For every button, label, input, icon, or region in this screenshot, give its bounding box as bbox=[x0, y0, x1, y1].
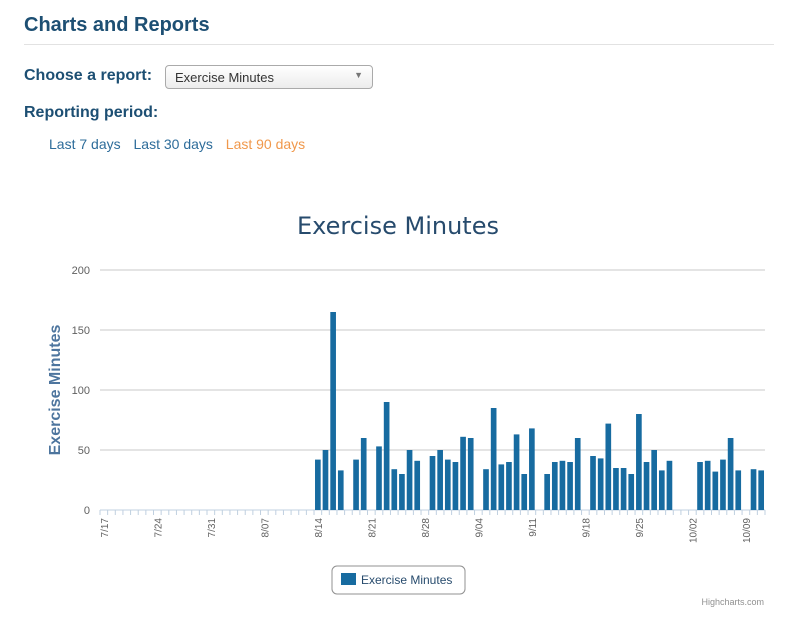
bar bbox=[315, 459, 321, 510]
bar bbox=[467, 438, 474, 510]
bar bbox=[727, 438, 734, 510]
choose-report-label: Choose a report: bbox=[24, 67, 153, 84]
y-tick-label: 0 bbox=[84, 505, 90, 517]
bar bbox=[437, 450, 443, 510]
period-link-7-days[interactable]: Last 7 days bbox=[49, 136, 121, 152]
bar bbox=[636, 414, 642, 510]
bar bbox=[406, 450, 413, 510]
y-tick-label: 150 bbox=[72, 325, 90, 337]
bar bbox=[391, 469, 398, 510]
x-tick-label: 8/21 bbox=[367, 518, 378, 538]
bar bbox=[658, 470, 665, 510]
period-link-90-days[interactable]: Last 90 days bbox=[225, 136, 306, 152]
reporting-period-label: Reporting period: bbox=[24, 104, 159, 121]
chart-title: Exercise Minutes bbox=[297, 212, 499, 240]
x-tick-label: 7/31 bbox=[207, 518, 218, 538]
bar bbox=[460, 436, 466, 510]
bar bbox=[414, 460, 421, 510]
x-tick-label: 7/17 bbox=[100, 518, 111, 538]
x-tick-label: 9/18 bbox=[581, 518, 592, 538]
period-link-30-days[interactable]: Last 30 days bbox=[133, 136, 213, 152]
bar bbox=[376, 446, 382, 510]
bar bbox=[758, 470, 765, 510]
legend-item-label[interactable]: Exercise Minutes bbox=[361, 573, 452, 587]
legend-swatch bbox=[341, 573, 356, 585]
x-tick-label: 9/11 bbox=[528, 518, 539, 537]
x-tick-label: 10/02 bbox=[688, 518, 699, 543]
report-select[interactable]: Exercise Minutes ▼ bbox=[165, 65, 373, 89]
bar bbox=[498, 464, 505, 510]
y-tick-label: 200 bbox=[72, 265, 90, 277]
bar bbox=[620, 468, 627, 510]
bar bbox=[353, 459, 359, 510]
bar bbox=[697, 462, 703, 510]
bar bbox=[666, 460, 673, 510]
caret-down-icon: ▼ bbox=[354, 70, 363, 80]
y-tick-label: 50 bbox=[78, 445, 90, 457]
bar bbox=[613, 468, 619, 510]
bar bbox=[720, 459, 726, 510]
y-tick-label: 100 bbox=[72, 385, 90, 397]
bar bbox=[567, 462, 573, 510]
bar bbox=[490, 408, 497, 510]
bar bbox=[444, 459, 451, 510]
bar bbox=[529, 428, 535, 510]
bar bbox=[559, 460, 566, 510]
x-tick-label: 10/09 bbox=[742, 518, 753, 543]
legend-box[interactable] bbox=[331, 565, 466, 595]
bar bbox=[750, 469, 757, 510]
bar bbox=[735, 470, 742, 510]
bar bbox=[322, 450, 329, 510]
bar bbox=[483, 469, 489, 510]
bar bbox=[429, 456, 436, 510]
bar bbox=[521, 474, 528, 510]
bar bbox=[643, 462, 650, 510]
bar bbox=[704, 460, 711, 510]
bar bbox=[712, 471, 719, 510]
period-links: Last 7 days Last 30 days Last 90 days bbox=[49, 136, 314, 152]
title-divider bbox=[24, 44, 774, 45]
bar bbox=[590, 456, 596, 510]
x-tick-label: 8/14 bbox=[314, 518, 325, 538]
x-tick-label: 8/28 bbox=[421, 518, 432, 538]
bar bbox=[360, 438, 367, 510]
bar bbox=[597, 458, 604, 510]
page-title: Charts and Reports bbox=[24, 14, 210, 36]
bar bbox=[337, 470, 344, 510]
report-select-value: Exercise Minutes bbox=[175, 70, 274, 85]
bar bbox=[605, 423, 612, 510]
bar bbox=[330, 312, 336, 510]
bar bbox=[383, 402, 390, 510]
bar bbox=[574, 438, 581, 510]
bar bbox=[628, 474, 635, 510]
highcharts-credit[interactable]: Highcharts.com bbox=[701, 597, 764, 607]
x-tick-label: 8/07 bbox=[260, 518, 271, 538]
bar bbox=[452, 462, 459, 510]
bar bbox=[506, 462, 512, 510]
y-axis-title: Exercise Minutes bbox=[47, 325, 64, 456]
bar bbox=[513, 434, 520, 510]
bar bbox=[551, 462, 558, 510]
bar bbox=[399, 474, 405, 510]
bar bbox=[544, 474, 550, 510]
x-tick-label: 7/24 bbox=[153, 518, 164, 538]
x-tick-label: 9/04 bbox=[474, 518, 485, 538]
x-tick-label: 9/25 bbox=[635, 518, 646, 538]
bar bbox=[651, 450, 657, 510]
